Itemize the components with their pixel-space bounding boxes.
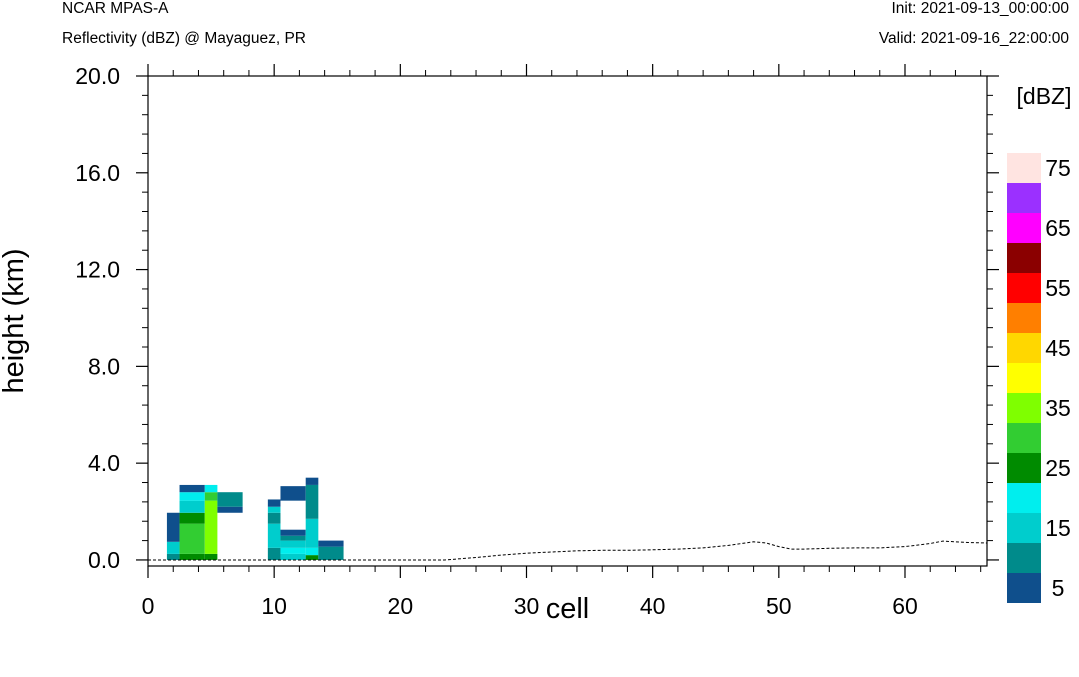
colorbar-unit-label: [dBZ]	[1017, 83, 1072, 109]
reflectivity-cell	[217, 506, 243, 513]
colorbar-tick-label: 15	[1045, 515, 1071, 541]
x-tick-label: 50	[766, 593, 792, 619]
major-ticks	[136, 64, 999, 578]
x-tick-label: 0	[142, 593, 155, 619]
x-tick-label: 30	[514, 593, 540, 619]
colorbar-tick-label: 25	[1045, 455, 1071, 481]
reflectivity-cell	[204, 484, 218, 493]
colorbar-tick-label: 45	[1045, 335, 1071, 361]
y-tick-labels: 0.0 4.0 8.0 12.0 16.0 20.0	[75, 63, 120, 573]
init-time: Init: 2021-09-13_00:00:00	[891, 0, 1069, 17]
y-tick-label: 8.0	[88, 353, 120, 379]
colorbar-swatch	[1007, 543, 1041, 573]
x-axis-label: cell	[546, 593, 590, 625]
reflectivity-cell	[280, 547, 306, 554]
reflectivity-cell	[280, 540, 306, 548]
y-axis-label: height (km)	[0, 248, 30, 393]
x-tick-label: 20	[388, 593, 414, 619]
reflectivity-cell	[305, 477, 319, 485]
reflectivity-cell	[280, 529, 306, 536]
reflectivity-cell	[204, 553, 218, 560]
x-tick-label: 10	[261, 593, 287, 619]
reflectivity-cell	[179, 523, 205, 554]
reflectivity-cell	[267, 506, 281, 513]
colorbar-swatch	[1007, 363, 1041, 393]
colorbar-swatch	[1007, 453, 1041, 483]
x-tick-label: 60	[892, 593, 918, 619]
y-tick-label: 4.0	[88, 450, 120, 476]
colorbar-swatch	[1007, 393, 1041, 423]
y-tick-label: 16.0	[75, 160, 120, 186]
reflectivity-cell	[166, 512, 180, 542]
reflectivity-cell	[166, 553, 180, 560]
reflectivity-cell	[305, 484, 319, 519]
colorbar-tick-label: 35	[1045, 395, 1071, 421]
colorbar-swatch	[1007, 423, 1041, 453]
reflectivity-cell	[267, 499, 281, 507]
colorbar-tick-label: 55	[1045, 275, 1071, 301]
reflectivity-cell	[204, 492, 218, 501]
colorbar-tick-label: 75	[1045, 155, 1071, 181]
x-tick-label: 40	[640, 593, 666, 619]
colorbar-tick-label: 5	[1052, 575, 1065, 601]
reflectivity-cell	[179, 500, 205, 513]
y-tick-label: 20.0	[75, 63, 120, 89]
y-tick-label: 0.0	[88, 547, 120, 573]
minor-ticks	[142, 70, 993, 572]
valid-time: Valid: 2021-09-16_22:00:00	[878, 30, 1069, 47]
colorbar-swatch	[1007, 153, 1041, 183]
y-tick-label: 12.0	[75, 257, 120, 283]
colorbar-swatch	[1007, 213, 1041, 243]
reflectivity-cells	[166, 477, 344, 560]
colorbar-swatch	[1007, 243, 1041, 273]
reflectivity-cell	[305, 547, 319, 556]
reflectivity-cell	[179, 553, 205, 560]
reflectivity-cell	[280, 553, 306, 560]
x-tick-labels: 0 10 20 30 40 50 60	[142, 593, 918, 619]
model-title: NCAR MPAS-A	[62, 0, 169, 17]
reflectivity-cell	[267, 547, 281, 560]
reflectivity-cell	[280, 486, 306, 501]
colorbar: 5 15 25 35 45 55 65 75	[1007, 153, 1071, 603]
colorbar-swatch	[1007, 183, 1041, 213]
plot-frame	[147, 75, 988, 567]
reflectivity-cell	[280, 535, 306, 541]
reflectivity-cell	[267, 512, 281, 524]
reflectivity-cell	[179, 492, 205, 501]
reflectivity-cell	[217, 492, 243, 507]
reflectivity-cell	[305, 518, 319, 548]
colorbar-swatch	[1007, 573, 1041, 603]
reflectivity-cell	[179, 484, 205, 493]
colorbar-swatch	[1007, 303, 1041, 333]
reflectivity-cell	[318, 546, 344, 560]
reflectivity-cell	[204, 500, 218, 554]
colorbar-tick-label: 65	[1045, 215, 1071, 241]
colorbar-swatch	[1007, 513, 1041, 543]
terrain-line	[148, 540, 988, 561]
field-subtitle: Reflectivity (dBZ) @ Mayaguez, PR	[62, 30, 306, 47]
colorbar-swatch	[1007, 333, 1041, 363]
reflectivity-cell	[166, 541, 180, 554]
reflectivity-cell	[179, 512, 205, 524]
reflectivity-cell	[318, 540, 344, 547]
colorbar-swatch	[1007, 483, 1041, 513]
reflectivity-cell	[305, 555, 319, 560]
terrain-profile	[148, 540, 988, 561]
colorbar-swatch	[1007, 273, 1041, 303]
reflectivity-cell	[267, 523, 281, 548]
